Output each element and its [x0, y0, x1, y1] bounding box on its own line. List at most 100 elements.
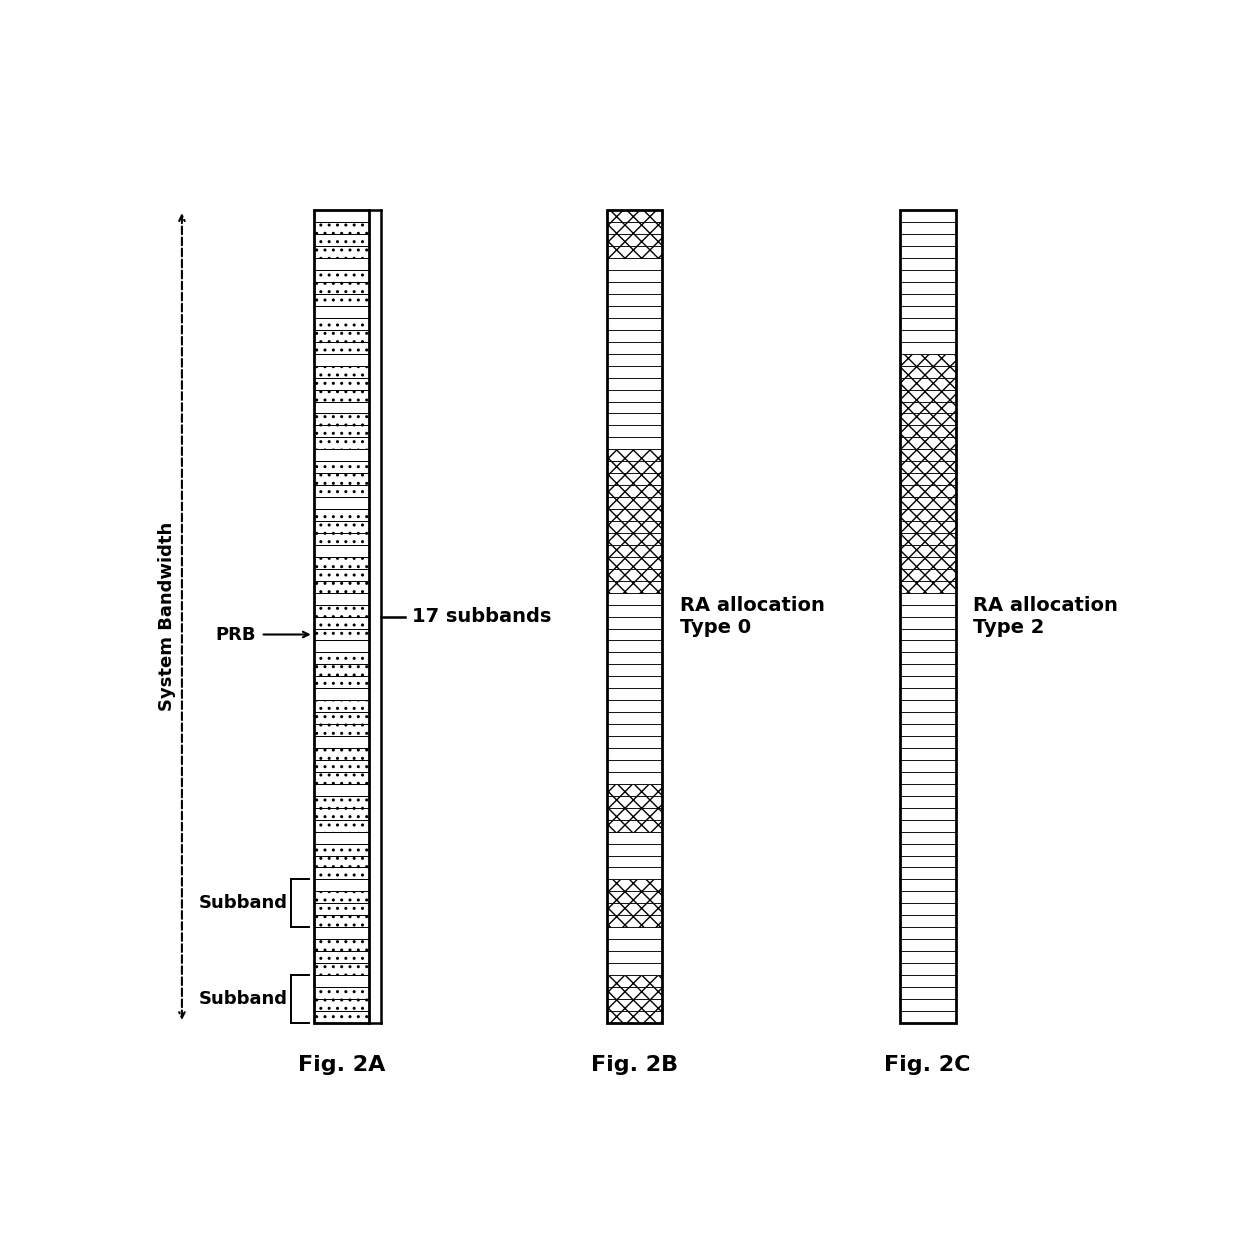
Bar [314, 330, 370, 341]
Bar [314, 616, 370, 628]
Bar [314, 533, 370, 546]
Bar [900, 867, 956, 880]
Bar [314, 844, 370, 856]
Bar [900, 939, 956, 951]
Bar [314, 915, 370, 928]
Bar [900, 593, 956, 605]
Bar [606, 975, 662, 987]
Bar [900, 294, 956, 306]
Bar [314, 820, 370, 831]
Bar [314, 270, 370, 282]
Bar [606, 294, 662, 306]
Bar [900, 688, 956, 700]
Bar [314, 867, 370, 880]
Bar [314, 760, 370, 772]
Bar [314, 294, 370, 306]
Bar [314, 377, 370, 390]
Bar [900, 210, 956, 223]
Bar [606, 402, 662, 413]
Bar [900, 461, 956, 474]
Bar [314, 210, 370, 223]
Bar [606, 880, 662, 892]
Bar [606, 438, 662, 449]
Bar [606, 700, 662, 713]
Bar [900, 521, 956, 533]
Bar [606, 210, 662, 1023]
Bar [900, 808, 956, 820]
Bar [314, 831, 370, 844]
Bar [606, 580, 662, 593]
Bar [900, 724, 956, 736]
Bar [606, 223, 662, 234]
Bar [900, 987, 956, 999]
Bar [314, 1011, 370, 1023]
Bar [606, 341, 662, 354]
Bar [606, 1011, 662, 1023]
Bar [900, 569, 956, 580]
Bar [606, 593, 662, 605]
Bar [314, 461, 370, 474]
Bar [900, 413, 956, 426]
Bar [606, 330, 662, 341]
Bar [606, 306, 662, 318]
Bar [606, 831, 662, 844]
Bar [314, 354, 370, 366]
Bar [900, 438, 956, 449]
Bar [606, 390, 662, 402]
Bar [314, 795, 370, 808]
Bar [314, 485, 370, 497]
Bar [606, 784, 662, 795]
Bar [900, 497, 956, 510]
Bar [900, 903, 956, 915]
Bar [314, 234, 370, 246]
Bar [900, 664, 956, 677]
Text: 17 subbands: 17 subbands [412, 607, 551, 626]
Bar [606, 772, 662, 784]
Bar [900, 772, 956, 784]
Bar [314, 449, 370, 461]
Bar [314, 951, 370, 964]
Text: RA allocation
Type 0: RA allocation Type 0 [680, 596, 825, 637]
Bar [314, 688, 370, 700]
Bar [314, 677, 370, 688]
Bar [606, 808, 662, 820]
Bar [900, 270, 956, 282]
Bar [314, 713, 370, 724]
Bar [900, 366, 956, 377]
Bar [900, 546, 956, 557]
Bar [900, 713, 956, 724]
Bar [314, 413, 370, 426]
Bar [900, 880, 956, 892]
Bar [314, 210, 370, 1023]
Bar [900, 748, 956, 760]
Bar [900, 928, 956, 939]
Bar [606, 760, 662, 772]
Bar [900, 831, 956, 844]
Text: Subband: Subband [198, 990, 288, 1008]
Bar [900, 1011, 956, 1023]
Bar [314, 748, 370, 760]
Bar [900, 975, 956, 987]
Bar [606, 354, 662, 366]
Bar [314, 318, 370, 330]
Bar [606, 903, 662, 915]
Bar [314, 223, 370, 234]
Bar [314, 724, 370, 736]
Bar [900, 641, 956, 652]
Bar [314, 510, 370, 521]
Text: Fig. 2B: Fig. 2B [591, 1055, 678, 1075]
Bar [900, 700, 956, 713]
Bar [606, 915, 662, 928]
Text: System Bandwidth: System Bandwidth [159, 522, 176, 711]
Bar [606, 856, 662, 867]
Bar [314, 987, 370, 999]
Bar [314, 605, 370, 616]
Bar [900, 856, 956, 867]
Bar [900, 510, 956, 521]
Bar [606, 510, 662, 521]
Bar [606, 270, 662, 282]
Bar [900, 354, 956, 366]
Bar [900, 557, 956, 569]
Bar [314, 246, 370, 259]
Bar [314, 664, 370, 677]
